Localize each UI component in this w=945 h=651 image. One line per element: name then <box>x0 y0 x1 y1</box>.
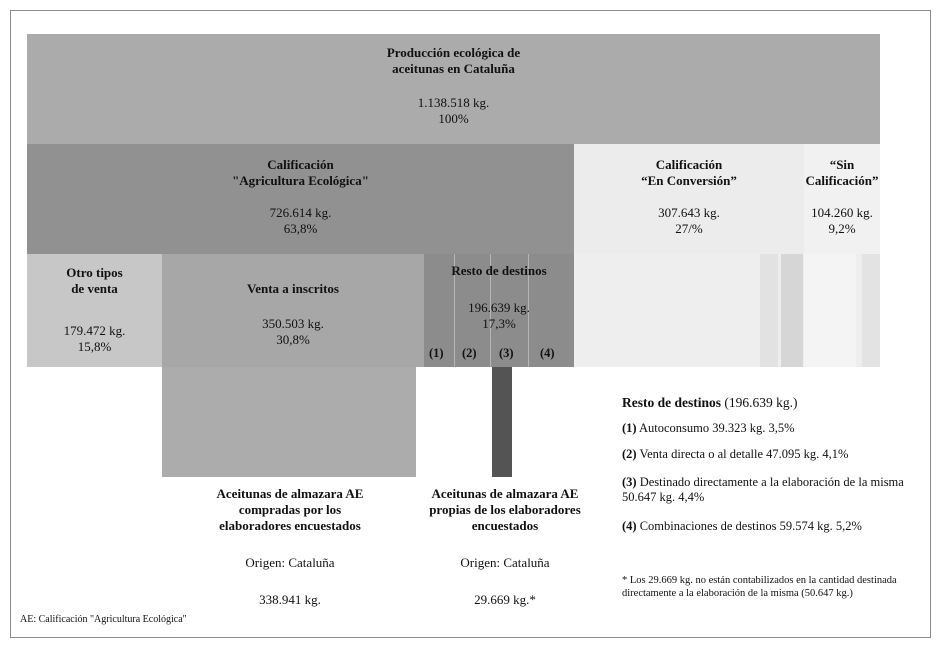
total-production-block: Producción ecológica de aceitunas en Cat… <box>27 34 880 144</box>
other-sales-pct: 15,8% <box>77 339 112 354</box>
legend-item-4-num: (4) <box>622 519 637 533</box>
legend-item-4-text: Combinaciones de destinos 59.574 kg. 5,2… <box>636 519 862 533</box>
other-sales-block: Otro tipos de venta 179.472 kg. 15,8% <box>27 254 162 367</box>
figure-frame <box>10 10 931 638</box>
no-qualification-amount: 104.260 kg. <box>811 205 873 220</box>
other-sales-title: Otro tipos de venta <box>66 265 123 296</box>
other-destinations-pct: 17,3% <box>482 316 516 331</box>
bought-olives-bar <box>162 367 416 477</box>
legend-heading-bold: Resto de destinos <box>622 395 722 410</box>
sales-to-registered-title: Venta a inscritos <box>247 281 339 296</box>
conversion-qualification-block: Calificación “En Conversión” 307.643 kg.… <box>574 144 804 254</box>
conversion-strip-b <box>781 254 803 367</box>
ae-qualification-block: Calificación "Agricultura Ecológica" 726… <box>27 144 574 254</box>
total-production-amount: 1.138.518 kg. <box>417 95 490 110</box>
sales-to-registered-block: Venta a inscritos 350.503 kg. 30,8% <box>162 254 424 367</box>
legend-item-3-num: (3) <box>622 475 637 489</box>
legend-item-1: (1) Autoconsumo 39.323 kg. 3,5% <box>622 421 922 436</box>
bought-olives-amount: 338.941 kg. <box>259 592 321 607</box>
marker-3: (3) <box>499 346 514 360</box>
conversion-qualification-pct: 27/% <box>675 221 703 236</box>
ae-qualification-pct: 63,8% <box>283 221 318 236</box>
legend-item-1-text: Autoconsumo 39.323 kg. 3,5% <box>636 421 795 435</box>
marker-4: (4) <box>540 346 555 360</box>
bought-olives-title: Aceitunas de almazara AE compradas por l… <box>216 486 364 533</box>
total-production-pct: 100% <box>438 111 469 126</box>
ae-qualification-title: Calificación "Agricultura Ecológica" <box>232 157 369 188</box>
legend-item-2-num: (2) <box>622 447 637 461</box>
legend-item-2: (2) Venta directa o al detalle 47.095 kg… <box>622 447 922 462</box>
marker-2: (2) <box>462 346 477 360</box>
legend-item-1-num: (1) <box>622 421 637 435</box>
legend-heading: Resto de destinos (196.639 kg.) <box>622 395 798 410</box>
no-qualification-strip-b <box>862 254 880 367</box>
legend-item-4: (4) Combinaciones de destinos 59.574 kg.… <box>622 519 922 534</box>
conversion-qualification-amount: 307.643 kg. <box>658 205 720 220</box>
legend-item-3-text: Destinado directamente a la elaboración … <box>622 475 904 504</box>
sales-to-registered-pct: 30,8% <box>276 332 310 347</box>
sub-divider-3 <box>528 254 529 367</box>
own-olives-origin: Origen: Cataluña <box>460 555 550 570</box>
sales-to-registered-amount: 350.503 kg. <box>262 316 324 331</box>
no-qualification-block: “Sin Calificación” 104.260 kg. 9,2% <box>804 144 880 254</box>
conversion-qualification-title: Calificación “En Conversión” <box>641 157 737 188</box>
sub-divider-1 <box>454 254 455 367</box>
bought-olives-origin: Origen: Cataluña <box>245 555 335 570</box>
no-qualification-strip <box>804 254 856 367</box>
own-olives-title: Aceitunas de almazara AE propias de los … <box>429 486 581 533</box>
own-olives-amount: 29.669 kg.* <box>474 592 536 607</box>
legend-footnote: * Los 29.669 kg. no están contabilizados… <box>622 575 897 599</box>
own-olives-bar <box>492 367 512 477</box>
conversion-strip-a <box>760 254 778 367</box>
other-destinations-title: Resto de destinos <box>451 263 547 278</box>
no-qualification-pct: 9,2% <box>828 221 856 236</box>
no-qualification-title: “Sin Calificación” <box>805 157 879 188</box>
other-sales-amount: 179.472 kg. <box>63 323 126 338</box>
legend-item-3: (3) Destinado directamente a la elaborac… <box>622 475 922 505</box>
marker-1: (1) <box>429 346 444 360</box>
legend-heading-amount: (196.639 kg.) <box>721 395 798 410</box>
other-destinations-amount: 196.639 kg. <box>468 300 530 315</box>
sub-divider-2 <box>490 254 491 367</box>
footer-note: AE: Calificación "Agricultura Ecológica" <box>20 614 187 625</box>
other-destinations-block: Resto de destinos 196.639 kg. 17,3% (1) … <box>424 254 574 367</box>
ae-qualification-amount: 726.614 kg. <box>269 205 332 220</box>
conversion-continuation-block <box>574 254 880 367</box>
total-production-title: Producción ecológica de aceitunas en Cat… <box>386 45 521 76</box>
legend-item-2-text: Venta directa o al detalle 47.095 kg. 4,… <box>636 447 849 461</box>
